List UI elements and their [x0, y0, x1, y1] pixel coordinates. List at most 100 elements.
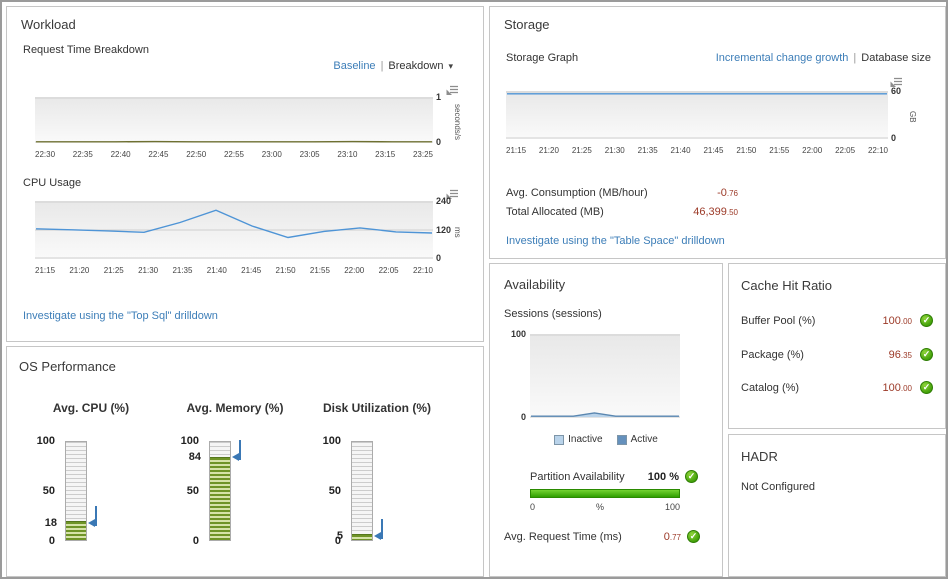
metric-label: Avg. Request Time (ms) [504, 530, 622, 543]
legend-item: Inactive [554, 434, 603, 445]
sessions-plot[interactable] [530, 334, 680, 418]
storage-plot[interactable] [506, 91, 888, 139]
request-time-y-unit: seconds/s [453, 103, 462, 141]
metric-value: 100.00 [882, 314, 912, 327]
gauge-track[interactable] [65, 441, 87, 541]
disk-utilization-gauge: Disk Utilization (%) 100 50 0 5 [307, 401, 447, 547]
baseline-link[interactable]: Baseline [333, 60, 376, 72]
buffer-pool-row: Buffer Pool (%) 100.00 ✓ [741, 314, 933, 327]
storage-view-switch: Incremental change growth | Database siz… [716, 52, 931, 64]
request-time-breakdown-title: Request Time Breakdown [23, 44, 149, 56]
metric-value: 0.77 [663, 530, 681, 543]
gauge-fill [210, 456, 230, 540]
database-size-link[interactable]: Database size [861, 52, 931, 64]
cpu-usage-chart: 240 120 0 ms 21:15 21:20 21:25 21:30 21:35 21:4… [35, 197, 462, 275]
storage-graph-title: Storage Graph [506, 52, 579, 64]
bar-scale-max: 100 [664, 502, 680, 512]
cache-hit-ratio-panel: Cache Hit Ratio Buffer Pool (%) 100.00 ✓… [728, 263, 946, 429]
os-performance-panel: OS Performance Avg. CPU (%) 100 50 0 18 Av… [6, 346, 484, 577]
check-icon: ✓ [920, 381, 933, 394]
gauge-fill [66, 521, 86, 540]
link-separator: | [853, 52, 857, 64]
partition-availability-bar [530, 489, 680, 498]
chart-menu-icon[interactable] [446, 85, 459, 96]
check-icon: ✓ [687, 530, 700, 543]
table-space-drilldown-link[interactable]: Investigate using the "Table Space" dril… [506, 235, 725, 247]
gauge-value: 84 [188, 451, 201, 463]
partition-bar-scale: 0 % 100 [530, 502, 680, 512]
metric-value: 46,399.50 [693, 206, 738, 218]
cpu-usage-y-axis: 240 120 0 [436, 196, 452, 263]
cpu-usage-x-axis: 21:15 21:20 21:25 21:30 21:35 21:40 21:45 21:50… [35, 266, 433, 275]
cpu-usage-plot[interactable] [35, 201, 433, 259]
gauge-scale: 100 50 0 [180, 435, 199, 547]
avg-cpu-gauge: Avg. CPU (%) 100 50 0 18 [21, 401, 161, 547]
check-icon: ✓ [685, 470, 698, 483]
avg-memory-gauge: Avg. Memory (%) 100 50 0 84 [165, 401, 305, 547]
chart-menu-icon[interactable] [890, 77, 903, 88]
bar-scale-unit: % [595, 502, 604, 512]
partition-availability-value: 100 % [647, 470, 679, 483]
legend-item: Active [616, 434, 658, 445]
gauge-label: Avg. Memory (%) [186, 401, 284, 415]
hadr-title: HADR [741, 449, 778, 464]
metric-label: Package (%) [741, 348, 804, 361]
cache-hit-ratio-title: Cache Hit Ratio [741, 278, 833, 293]
catalog-row: Catalog (%) 100.00 ✓ [741, 381, 933, 394]
workload-title: Workload [21, 17, 76, 32]
package-row: Package (%) 96.35 ✓ [741, 348, 933, 361]
metric-label: Buffer Pool (%) [741, 314, 816, 327]
hadr-status: Not Configured [741, 481, 815, 493]
cpu-usage-y-unit: ms [453, 226, 462, 238]
gauge-scale: 100 50 0 [36, 435, 55, 547]
cpu-usage-title: CPU Usage [23, 177, 82, 189]
gauge-fill [352, 534, 372, 540]
metric-value: -0.76 [717, 187, 738, 199]
legend-swatch-icon [554, 434, 565, 445]
avg-request-time-row: Avg. Request Time (ms) 0.77 ✓ [504, 530, 700, 543]
storage-x-axis: 21:15 21:20 21:25 21:30 21:35 21:40 21:45 21:50… [506, 146, 888, 155]
os-performance-title: OS Performance [19, 359, 116, 374]
sessions-legend: Inactive Active [490, 434, 722, 445]
total-allocated-row: Total Allocated (MB) 46,399.50 [506, 206, 738, 218]
storage-panel: Storage Storage Graph Incremental change… [489, 6, 946, 259]
hadr-panel: HADR Not Configured [728, 434, 946, 577]
availability-panel: Availability Sessions (sessions) 100 0 In… [489, 263, 723, 577]
metric-label: Avg. Consumption (MB/hour) [506, 187, 648, 199]
storage-y-axis: 60 0 [891, 86, 902, 143]
availability-title: Availability [504, 277, 566, 292]
breakdown-caret-icon[interactable]: ▾ [448, 60, 453, 71]
gauge-value: 18 [44, 517, 57, 529]
breakdown-link[interactable]: Breakdown [388, 60, 444, 72]
avg-consumption-row: Avg. Consumption (MB/hour) -0.76 [506, 187, 738, 199]
metric-label: Catalog (%) [741, 381, 800, 394]
workload-panel: Workload Request Time Breakdown Baseline… [6, 6, 484, 342]
metric-label: Total Allocated (MB) [506, 206, 604, 218]
metric-value: 100.00 [882, 381, 912, 394]
request-time-plot[interactable] [35, 97, 433, 143]
gauge-scale: 100 50 0 [322, 435, 341, 547]
incremental-change-growth-link[interactable]: Incremental change growth [715, 52, 849, 64]
legend-swatch-icon [616, 434, 627, 445]
bar-scale-min: 0 [530, 502, 536, 512]
sessions-title: Sessions (sessions) [504, 308, 602, 320]
top-sql-drilldown-link[interactable]: Investigate using the "Top Sql" drilldow… [23, 310, 218, 322]
gauge-track[interactable] [351, 441, 373, 541]
check-icon: ✓ [920, 314, 933, 327]
workload-view-switch: Baseline | Breakdown ▾ [333, 60, 453, 72]
gauge-track[interactable] [209, 441, 231, 541]
sessions-y-axis: 100 0 [510, 329, 526, 422]
gauge-value: 5 [336, 530, 343, 542]
metric-value: 96.35 [888, 348, 912, 361]
metric-label: Partition Availability [530, 470, 625, 483]
storage-title: Storage [504, 17, 550, 32]
request-time-x-axis: 22:30 22:35 22:40 22:45 22:50 22:55 23:00 23:05… [35, 150, 433, 159]
chart-menu-icon[interactable] [446, 189, 459, 200]
sessions-chart: 100 0 [506, 330, 680, 422]
gauge-label: Avg. CPU (%) [52, 401, 130, 415]
storage-y-unit: GB [908, 111, 917, 123]
storage-chart: 60 0 GB 21:15 21:20 21:25 21:30 21:35 21:40 21:… [506, 87, 917, 155]
